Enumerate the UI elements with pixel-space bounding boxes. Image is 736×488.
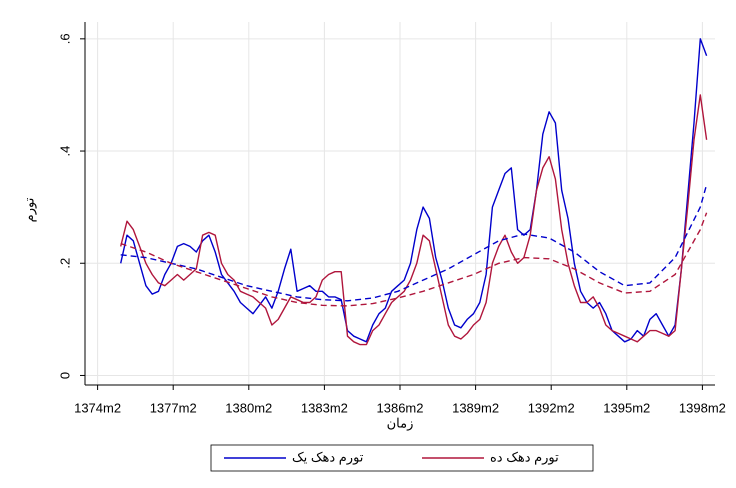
x-tick-label: 1395m2 [603, 400, 650, 415]
x-tick-label: 1398m2 [679, 400, 726, 415]
y-tick-label: 0 [57, 372, 72, 379]
series-line [120, 212, 708, 307]
x-tick-label: 1383m2 [301, 400, 348, 415]
x-tick-label: 1392m2 [528, 400, 575, 415]
x-axis-title: زمان [387, 415, 414, 431]
y-tick-label: .4 [57, 146, 72, 157]
x-tick-label: 1377m2 [150, 400, 197, 415]
x-tick-label: 1374m2 [74, 400, 121, 415]
series-line [120, 94, 708, 346]
series-line [120, 184, 708, 302]
legend-label: تورم دهک یک [292, 449, 364, 465]
series-line [120, 38, 708, 343]
y-axis-title: تورم [21, 197, 37, 222]
x-tick-label: 1380m2 [225, 400, 272, 415]
y-tick-label: .6 [57, 33, 72, 44]
x-tick-label: 1386m2 [377, 400, 424, 415]
x-tick-label: 1389m2 [452, 400, 499, 415]
y-tick-label: .2 [57, 258, 72, 269]
legend-label: تورم دهک ده [490, 449, 559, 465]
